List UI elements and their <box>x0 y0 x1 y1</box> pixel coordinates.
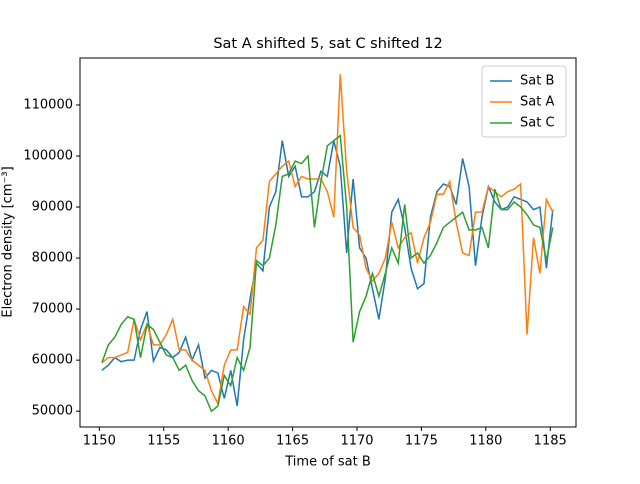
axes-frame <box>79 57 577 428</box>
legend: Sat B Sat A Sat C <box>481 65 567 138</box>
data-line <box>101 134 554 413</box>
y-tick-label: 70000 <box>32 302 73 317</box>
data-line <box>101 140 554 407</box>
y-tick-label: 90000 <box>32 200 73 215</box>
x-tick-label: 1180 <box>469 434 502 449</box>
legend-label: Sat B <box>520 74 554 89</box>
x-tick-label: 1160 <box>212 434 245 449</box>
legend-box <box>481 65 567 138</box>
y-axis-label: Electron density [cm⁻³] <box>1 166 16 317</box>
y-tick-label: 100000 <box>23 148 73 163</box>
x-tick-label: 1170 <box>340 434 373 449</box>
x-tick-label: 1165 <box>276 434 309 449</box>
y-tick-label: 80000 <box>32 251 73 266</box>
x-tick-label: 1155 <box>147 434 180 449</box>
y-tick-label: 50000 <box>32 404 73 419</box>
x-tick-label: 1175 <box>405 434 438 449</box>
y-tick-label: 110000 <box>23 97 73 112</box>
x-tick-label: 1185 <box>534 434 567 449</box>
x-axis-label: Time of sat B <box>284 455 371 470</box>
x-tick-label: 1150 <box>83 434 116 449</box>
y-tick-label: 60000 <box>32 353 73 368</box>
legend-label: Sat C <box>520 116 555 131</box>
chart-title: Sat A shifted 5, sat C shifted 12 <box>213 36 442 52</box>
legend-label: Sat A <box>520 95 554 110</box>
data-line <box>101 74 554 406</box>
